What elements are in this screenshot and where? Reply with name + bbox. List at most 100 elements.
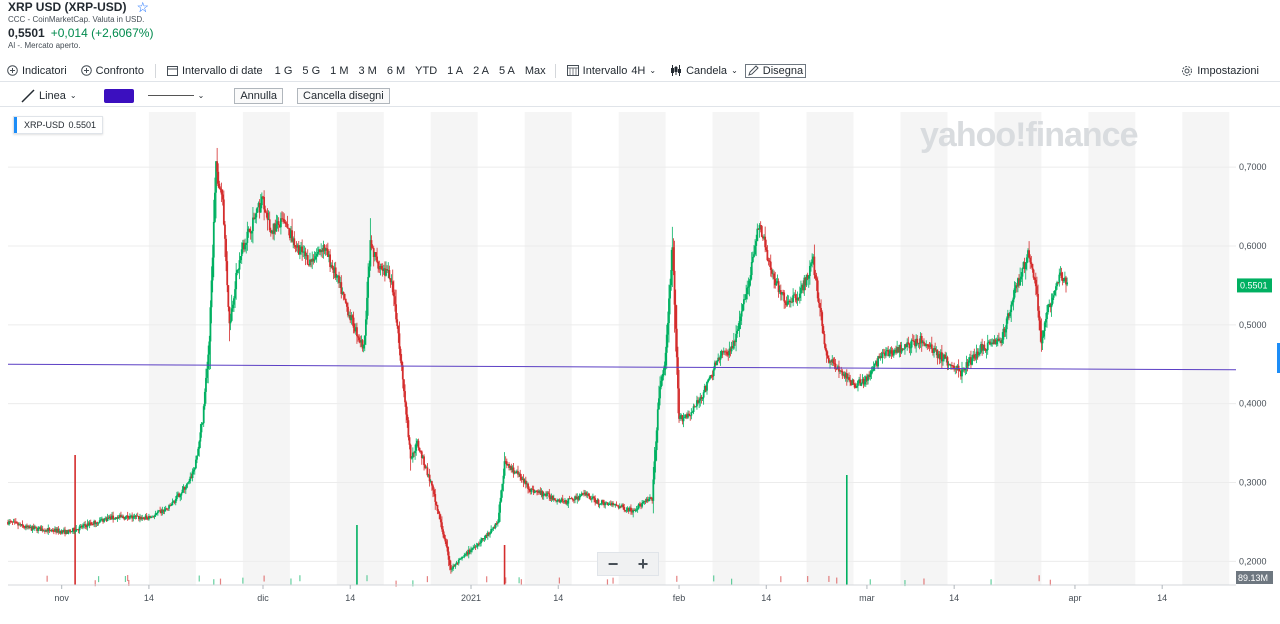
candle-body — [805, 274, 808, 286]
scroll-handle[interactable] — [1277, 343, 1280, 373]
range-max[interactable]: Max — [524, 64, 546, 77]
candle-body — [254, 217, 257, 220]
volume-bar — [97, 576, 100, 583]
candle-body — [494, 523, 497, 528]
candle-body — [976, 351, 979, 356]
candle-body — [246, 231, 249, 243]
range-6m[interactable]: 6 M — [386, 64, 406, 77]
candle-body — [585, 492, 588, 496]
candle-body — [219, 188, 222, 190]
clear-drawings-button[interactable]: Cancella disegni — [297, 87, 390, 104]
interval-dropdown[interactable]: Intervallo 4H ⌄ — [560, 65, 663, 77]
candle-body — [528, 488, 531, 490]
candle-body — [1044, 319, 1047, 323]
date-range-button[interactable]: Intervallo di date — [160, 65, 270, 77]
range-1y[interactable]: 1 A — [447, 64, 464, 77]
color-swatch[interactable] — [103, 88, 134, 103]
draw-button[interactable]: Disegna — [744, 63, 807, 78]
candle-body — [144, 515, 147, 519]
candle-body — [679, 415, 682, 419]
candle-body — [318, 249, 320, 253]
chart-area[interactable]: 0,7000 0,6000 0,5000 0,4000 0,3000 0,2000 nov… — [0, 108, 1280, 619]
candle-body — [877, 356, 880, 367]
range-5y[interactable]: 5 A — [498, 64, 515, 77]
candle-body — [829, 361, 831, 363]
undo-button[interactable]: Annulla — [234, 87, 284, 104]
candle-body — [121, 516, 123, 518]
candle-body — [1024, 263, 1027, 270]
candle-body — [458, 558, 461, 560]
candle-body — [133, 516, 136, 518]
candle-body — [271, 230, 273, 233]
candle-body — [681, 415, 684, 422]
candle-body — [914, 340, 916, 347]
candle-body — [21, 524, 24, 526]
draw-tool-dropdown[interactable]: Linea ⌄ — [14, 88, 84, 103]
candle-body — [74, 531, 77, 533]
range-5d[interactable]: 5 G — [302, 64, 321, 77]
candle-body — [902, 348, 905, 350]
settings-button[interactable]: Impostazioni — [1174, 60, 1266, 82]
candle-body — [636, 508, 639, 510]
range-1d[interactable]: 1 G — [274, 64, 293, 77]
candle-body — [932, 348, 934, 353]
candle-body — [456, 562, 459, 564]
candle-body — [803, 277, 806, 291]
candle-body — [277, 221, 280, 225]
candle-body — [416, 440, 419, 444]
candle-body — [861, 379, 864, 384]
candle-body — [621, 504, 623, 507]
drawn-trend-line[interactable] — [7, 363, 1237, 371]
candle-body — [167, 508, 169, 510]
x-tick-label: nov — [54, 593, 69, 603]
volume-bar — [1038, 575, 1040, 582]
candle-body — [24, 525, 27, 528]
range-2y[interactable]: 2 A — [473, 64, 489, 77]
candle-body — [539, 490, 542, 495]
candle-body — [331, 265, 334, 268]
candle-body — [568, 498, 571, 500]
candle-body — [284, 221, 287, 224]
candle-body — [265, 212, 268, 214]
zoom-in-button[interactable]: + — [637, 553, 649, 574]
candle-body — [225, 238, 227, 262]
candle-body — [199, 432, 202, 442]
indicators-button[interactable]: Indicatori — [0, 65, 74, 77]
star-icon[interactable]: ☆ — [136, 0, 150, 15]
range-3m[interactable]: 3 M — [358, 64, 377, 77]
candle-body — [181, 489, 184, 494]
candle-body — [276, 221, 279, 225]
compare-button[interactable]: Confronto — [74, 65, 151, 77]
candle-body — [123, 517, 126, 520]
candle-body — [702, 392, 705, 398]
range-ytd[interactable]: YTD — [415, 64, 438, 77]
candlestick-chart[interactable]: 0,7000 0,6000 0,5000 0,4000 0,3000 0,2000 nov… — [0, 108, 1280, 619]
candle-body — [1040, 330, 1043, 344]
chart-type-dropdown[interactable]: Candela ⌄ — [663, 65, 745, 77]
zoom-out-button[interactable]: − — [607, 553, 619, 574]
candle-body — [571, 498, 574, 500]
candle-body — [624, 510, 627, 511]
line-style-dropdown[interactable]: ⌄ — [147, 91, 204, 100]
candle-body — [935, 349, 938, 351]
candle-body — [51, 529, 54, 532]
candle-body — [224, 224, 226, 239]
candle-body — [286, 223, 289, 228]
candle-body — [44, 530, 46, 532]
series-legend[interactable]: XRP-USD 0.5501 — [13, 116, 104, 134]
candle-body — [963, 369, 966, 371]
candle-body — [512, 467, 515, 474]
candle-body — [974, 357, 977, 359]
candle-body — [7, 521, 9, 525]
candle-body — [1000, 340, 1003, 344]
candle-body — [324, 248, 327, 251]
range-1m[interactable]: 1 M — [330, 64, 349, 77]
candle-body — [172, 501, 175, 503]
candle-body — [296, 245, 299, 248]
candle-body — [476, 543, 479, 547]
candle-body — [291, 230, 293, 242]
candle-body — [411, 452, 414, 458]
candle-body — [420, 451, 423, 459]
candle-body — [414, 450, 416, 454]
volume-label: 89.13M — [1238, 573, 1268, 583]
